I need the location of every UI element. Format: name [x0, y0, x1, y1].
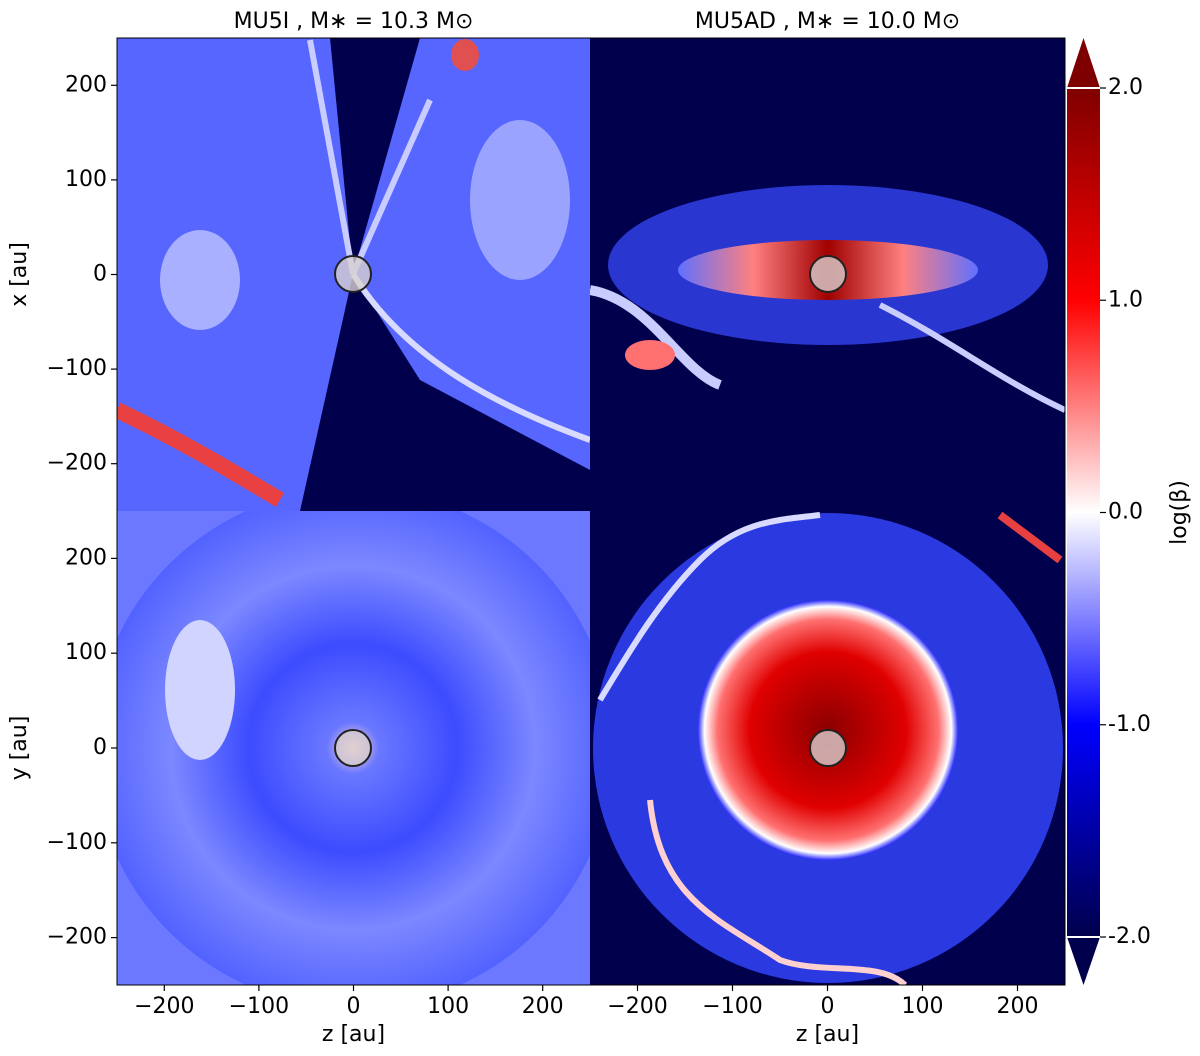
x-tick-label: −200 [134, 994, 194, 1019]
y-axis-label: x [au] [7, 242, 32, 307]
x-tick-label: 200 [522, 994, 564, 1019]
colorbar-tick-label: 1.0 [1108, 287, 1143, 312]
y-tick-label: −100 [47, 356, 107, 381]
panel-title: MU5I , M∗ = 10.3 M⊙ [234, 9, 474, 34]
y-tick-label: 200 [65, 72, 107, 97]
colorbar [1067, 38, 1100, 985]
x-tick-label: 100 [902, 994, 944, 1019]
x-tick-label: −100 [229, 994, 289, 1019]
x-tick-label: 100 [427, 994, 469, 1019]
colorbar-tick-label: -1.0 [1108, 712, 1151, 737]
y-tick-label: −100 [47, 830, 107, 855]
colorbar-tick-label: -2.0 [1108, 924, 1151, 949]
colorbar-label: log(β) [1167, 480, 1192, 545]
panel-frames [116, 37, 1066, 986]
y-tick-label: 100 [65, 167, 107, 192]
colorbar-tick-label: 2.0 [1108, 75, 1143, 100]
x-tick-label: 200 [997, 994, 1039, 1019]
x-tick-label: 0 [347, 994, 361, 1019]
x-axis-label: z [au] [796, 1022, 859, 1047]
y-axis-label: y [au] [7, 716, 32, 781]
panel-title: MU5AD , M∗ = 10.0 M⊙ [695, 9, 960, 34]
y-tick-label: 0 [93, 735, 107, 760]
x-tick-label: −200 [607, 994, 667, 1019]
y-tick-label: 100 [65, 640, 107, 665]
y-tick-label: 0 [93, 262, 107, 287]
y-tick-label: −200 [47, 451, 107, 476]
map-image [117, 38, 590, 511]
x-tick-label: 0 [821, 994, 835, 1019]
y-tick-label: −200 [47, 925, 107, 950]
colorbar-tick-label: 0.0 [1108, 500, 1143, 525]
x-tick-label: −100 [702, 994, 762, 1019]
x-axis-label: z [au] [322, 1022, 385, 1047]
star-markers [334, 255, 847, 767]
y-tick-label: 200 [65, 545, 107, 570]
